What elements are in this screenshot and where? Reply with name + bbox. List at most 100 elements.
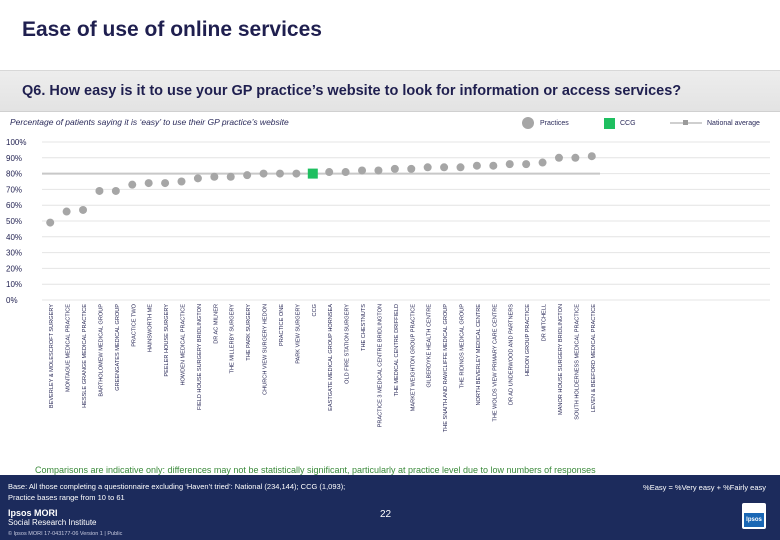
y-tick-label: 0% <box>6 296 18 305</box>
x-tick-label: LEVEN & BEEFORD MEDICAL PRACTICE <box>591 304 597 413</box>
easy-definition: %Easy = %Very easy + %Fairly easy <box>643 483 766 492</box>
x-tick-label: MARKET WEIGHTON GROUP PRACTICE <box>410 304 416 411</box>
y-tick-label: 20% <box>6 264 22 273</box>
base-text: Base: All those completing a questionnai… <box>8 481 345 503</box>
practice-point <box>440 163 449 172</box>
x-tick-label: MANOR HOUSE SURGERY BRIDLINGTON <box>558 304 564 415</box>
practice-point <box>456 163 465 172</box>
practice-point <box>587 152 596 161</box>
y-tick-label: 60% <box>6 201 22 210</box>
practice-point <box>522 160 531 169</box>
logo-line-1: Ipsos MORI <box>8 508 58 518</box>
x-tick-label: THE MEDICAL CENTRE DRIFFIELD <box>394 304 400 396</box>
practice-point <box>95 186 104 195</box>
scatter-chart: 0% 10% 20% 30% 40% 50% 60% 70% 80% 90% 100% BEVERLE… <box>6 138 770 433</box>
header: Ease of use of online services <box>0 0 780 62</box>
x-tick-label: CCG <box>312 304 318 316</box>
practice-point <box>259 169 268 178</box>
copyright: © Ipsos MORI 17-043177-06 Version 1 | Pu… <box>8 531 123 537</box>
y-tick-label: 30% <box>6 249 22 258</box>
ccg-marker <box>307 168 318 179</box>
legend-national-label: National average <box>707 120 760 127</box>
y-tick-label: 40% <box>6 233 22 242</box>
logo-line-2: Social Research Institute <box>8 518 97 527</box>
x-tick-label: PRACTICE 3 MEDICAL CENTRE BRIDLINGTON <box>377 304 383 427</box>
x-tick-label: HEDON GROUP PRACTICE <box>525 304 531 376</box>
x-tick-label: PARK VIEW SURGERY <box>295 304 301 364</box>
ipsos-logo-text: Ipsos <box>744 513 764 527</box>
practice-point <box>407 164 416 173</box>
practice-point <box>62 207 71 216</box>
page-number: 22 <box>380 509 392 520</box>
question-bar: Q6. How easy is it to use your GP practi… <box>0 70 780 112</box>
x-tick-label: THE MILLERBY SURGERY <box>230 304 236 374</box>
x-tick-label: OLD FIRE STATION SURGERY <box>345 304 351 384</box>
x-tick-label: BEVERLEY & MOLESCROFT SURGERY <box>49 304 55 408</box>
x-tick-label: PRACTICE ONE <box>279 304 285 346</box>
x-tick-label: SOUTH HOLDERNESS MEDICAL PRACTICE <box>574 304 580 420</box>
chart-legend: Practices CCG National average <box>522 117 778 131</box>
x-tick-label: PRACTICE TWO <box>131 303 137 346</box>
x-tick-label: GILBERDYKE HEALTH CENTRE <box>427 304 433 388</box>
y-tick-label: 50% <box>6 217 22 226</box>
practice-point <box>161 179 170 188</box>
practice-point <box>571 153 580 162</box>
x-tick-label: THE SNAITH AND RAWCLIFFE MEDICAL GROUP <box>443 304 449 433</box>
practice-point <box>46 218 55 227</box>
x-tick-label: GREENGATES MEDICAL GROUP <box>115 304 121 391</box>
practice-point <box>472 161 481 170</box>
practice-point <box>423 163 432 172</box>
x-tick-label: THE CHESTNUTS <box>361 304 367 351</box>
practice-point <box>554 153 563 162</box>
x-tick-label: HOWDEN MEDICAL PRACTICE <box>181 304 187 386</box>
x-tick-label: CHURCH VIEW SURGERY HEDON <box>263 304 269 395</box>
ipsos-logo-icon: Ipsos <box>742 503 766 529</box>
x-tick-label: THE RIDINGS MEDICAL GROUP <box>460 304 466 389</box>
footer: Base: All those completing a questionnai… <box>0 475 780 540</box>
practice-point <box>210 172 219 181</box>
y-tick-label: 80% <box>6 170 22 179</box>
base-line-1: Base: All those completing a questionnai… <box>8 482 346 491</box>
practice-point <box>489 161 498 170</box>
practice-point <box>341 168 350 177</box>
practice-point <box>275 169 284 178</box>
practice-point <box>111 186 120 195</box>
x-tick-label: HAINSWORTH ME <box>148 304 154 352</box>
footnote: Comparisons are indicative only: differe… <box>35 465 596 475</box>
legend-practice-marker <box>522 117 534 129</box>
base-line-2: Practice bases range from 10 to 61 <box>8 493 125 502</box>
x-tick-label: THE WOLDS VIEW PRIMARY CARE CENTRE <box>492 304 498 422</box>
legend-ccg-marker <box>604 118 615 129</box>
practice-point <box>144 179 153 188</box>
x-tick-label: NORTH BEVERLEY MEDICAL CENTRE <box>476 304 482 406</box>
y-tick-label: 90% <box>6 154 22 163</box>
x-tick-label: THE PARK SURGERY <box>246 304 252 361</box>
x-tick-label: FIELD HOUSE SURGERY BRIDLINGTON <box>197 304 203 410</box>
practice-point <box>538 158 547 167</box>
x-tick-label: DR AC MILNER <box>213 304 219 344</box>
legend-ccg-label: CCG <box>620 120 636 127</box>
ipsos-mori-logo: Ipsos MORI Social Research Institute <box>8 508 97 528</box>
practice-point <box>358 166 367 175</box>
practice-point <box>243 171 252 180</box>
x-tick-label: DR AD UNDERWOOD AND PARTNERS <box>509 304 515 405</box>
y-tick-label: 100% <box>6 138 26 147</box>
x-tick-label: EASTGATE MEDICAL GROUP HORNSEA <box>328 304 334 411</box>
practice-point <box>292 169 301 178</box>
y-tick-label: 70% <box>6 185 22 194</box>
x-tick-label: PEELER HOUSE SURGERY <box>164 304 170 377</box>
page-title: Ease of use of online services <box>22 18 322 41</box>
practice-point <box>390 164 399 173</box>
practice-point <box>226 172 235 181</box>
practice-point <box>374 166 383 175</box>
practice-point <box>505 160 514 169</box>
x-tick-label: HESSLE GRANGE MEDICAL PRACTICE <box>82 304 88 408</box>
y-tick-label: 10% <box>6 280 22 289</box>
legend-practices-label: Practices <box>540 120 569 127</box>
practice-point <box>193 174 202 183</box>
practice-point <box>325 168 334 177</box>
practice-point <box>177 177 186 186</box>
x-tick-label: BARTHOLOMEW MEDICAL GROUP <box>98 304 104 397</box>
practice-point <box>128 180 137 189</box>
x-tick-label: DR MITCHELL <box>542 304 548 341</box>
